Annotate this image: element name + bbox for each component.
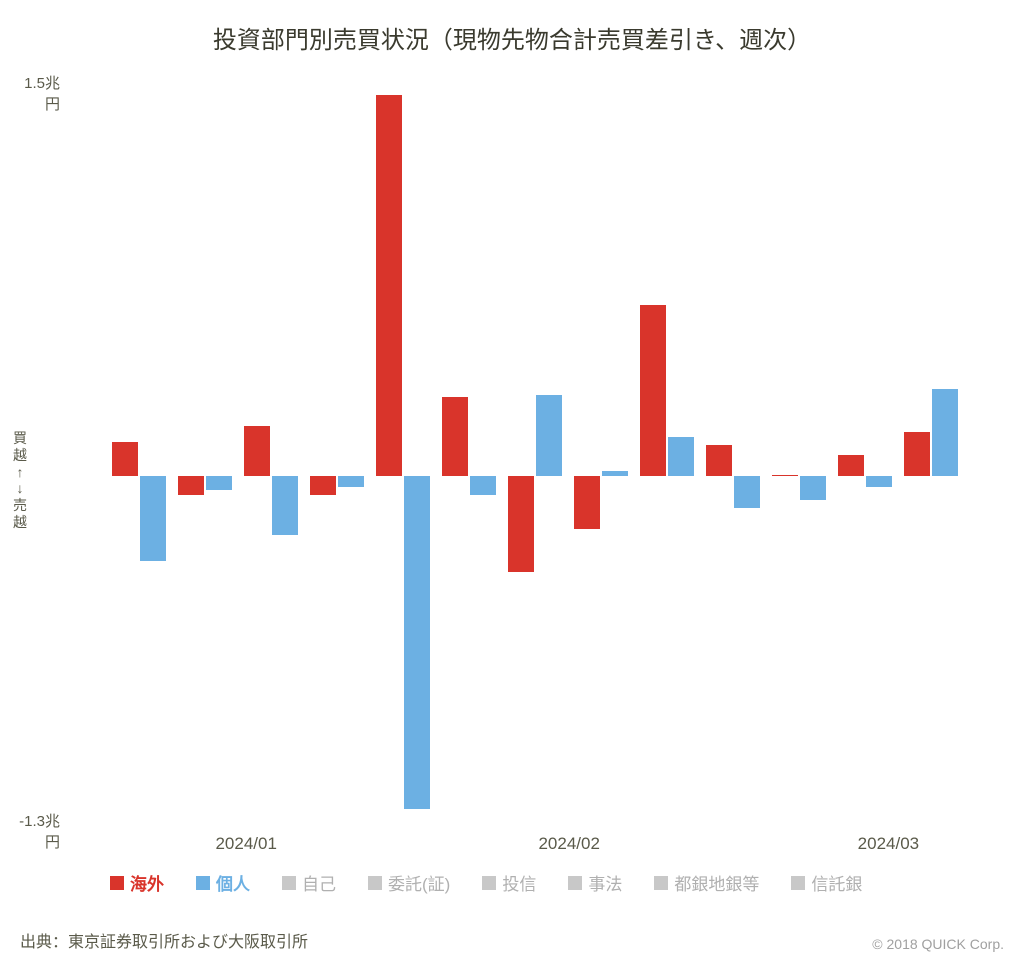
legend-label: 自己: [302, 870, 336, 895]
bar-individual[interactable]: [272, 476, 298, 534]
bar-individual[interactable]: [470, 476, 496, 495]
legend-item[interactable]: 個人: [196, 870, 250, 895]
bar-overseas[interactable]: [574, 476, 600, 529]
bar-individual[interactable]: [866, 476, 892, 487]
bar-individual[interactable]: [338, 476, 364, 487]
source-text: 出典：東京証券取引所および大阪取引所: [20, 928, 308, 952]
legend-swatch: [791, 876, 805, 890]
legend-label: 個人: [216, 870, 250, 895]
legend-item[interactable]: 委託(証): [368, 870, 450, 895]
legend-label: 信託銀: [811, 870, 862, 895]
bar-overseas[interactable]: [310, 476, 336, 495]
bar-overseas[interactable]: [376, 95, 402, 477]
y-axis-indicator: 買越↑↓売越: [8, 430, 32, 531]
legend-label: 投信: [502, 870, 536, 895]
legend-swatch: [654, 876, 668, 890]
bar-individual[interactable]: [668, 437, 694, 477]
y-axis-indicator-char: 買: [8, 430, 32, 447]
legend-item[interactable]: 投信: [482, 870, 536, 895]
y-axis-top-label: 1.5兆円: [10, 72, 60, 114]
bar-overseas[interactable]: [772, 475, 798, 476]
bar-overseas[interactable]: [838, 455, 864, 476]
legend: 海外 個人 自己 委託(証) 投信 事法 都銀地銀等 信託銀: [110, 870, 970, 901]
bar-individual[interactable]: [206, 476, 232, 489]
legend-swatch: [568, 876, 582, 890]
y-axis-indicator-char: ↑: [8, 464, 32, 481]
bar-individual[interactable]: [602, 471, 628, 476]
y-axis-indicator-char: 売: [8, 497, 32, 514]
bar-overseas[interactable]: [706, 445, 732, 477]
legend-label: 都銀地銀等: [674, 870, 759, 895]
legend-swatch: [482, 876, 496, 890]
legend-item[interactable]: 自己: [282, 870, 336, 895]
y-axis-indicator-char: 越: [8, 514, 32, 531]
x-tick-label: 2024/02: [538, 834, 599, 854]
legend-item[interactable]: 信託銀: [791, 870, 862, 895]
plot-area: [60, 80, 1010, 820]
copyright-text: © 2018 QUICK Corp.: [872, 936, 1004, 952]
bar-overseas[interactable]: [640, 305, 666, 477]
legend-label: 海外: [130, 870, 164, 895]
legend-label: 事法: [588, 870, 622, 895]
legend-item[interactable]: 事法: [568, 870, 622, 895]
y-axis-bottom-label: -1.3兆円: [10, 810, 60, 852]
legend-label: 委託(証): [388, 870, 450, 895]
bar-individual[interactable]: [800, 476, 826, 500]
chart-container: 投資部門別売買状況（現物先物合計売買差引き、週次） 1.5兆円 -1.3兆円 買…: [0, 0, 1024, 964]
bar-individual[interactable]: [932, 389, 958, 476]
bar-individual[interactable]: [536, 395, 562, 477]
bar-overseas[interactable]: [244, 426, 270, 476]
legend-item[interactable]: 海外: [110, 870, 164, 895]
bar-overseas[interactable]: [508, 476, 534, 571]
bar-overseas[interactable]: [442, 397, 468, 476]
y-axis-indicator-char: 越: [8, 447, 32, 464]
bar-overseas[interactable]: [178, 476, 204, 495]
legend-swatch: [282, 876, 296, 890]
bar-individual[interactable]: [404, 476, 430, 809]
legend-swatch: [110, 876, 124, 890]
bar-overseas[interactable]: [904, 432, 930, 477]
bar-individual[interactable]: [140, 476, 166, 561]
bar-individual[interactable]: [734, 476, 760, 508]
chart-title: 投資部門別売買状況（現物先物合計売買差引き、週次）: [0, 20, 1024, 55]
x-tick-label: 2024/03: [858, 834, 919, 854]
y-axis-indicator-char: ↓: [8, 480, 32, 497]
legend-swatch: [368, 876, 382, 890]
bar-overseas[interactable]: [112, 442, 138, 476]
legend-item[interactable]: 都銀地銀等: [654, 870, 759, 895]
x-tick-label: 2024/01: [215, 834, 276, 854]
legend-swatch: [196, 876, 210, 890]
